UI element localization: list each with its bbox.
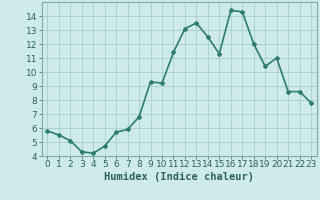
- X-axis label: Humidex (Indice chaleur): Humidex (Indice chaleur): [104, 172, 254, 182]
